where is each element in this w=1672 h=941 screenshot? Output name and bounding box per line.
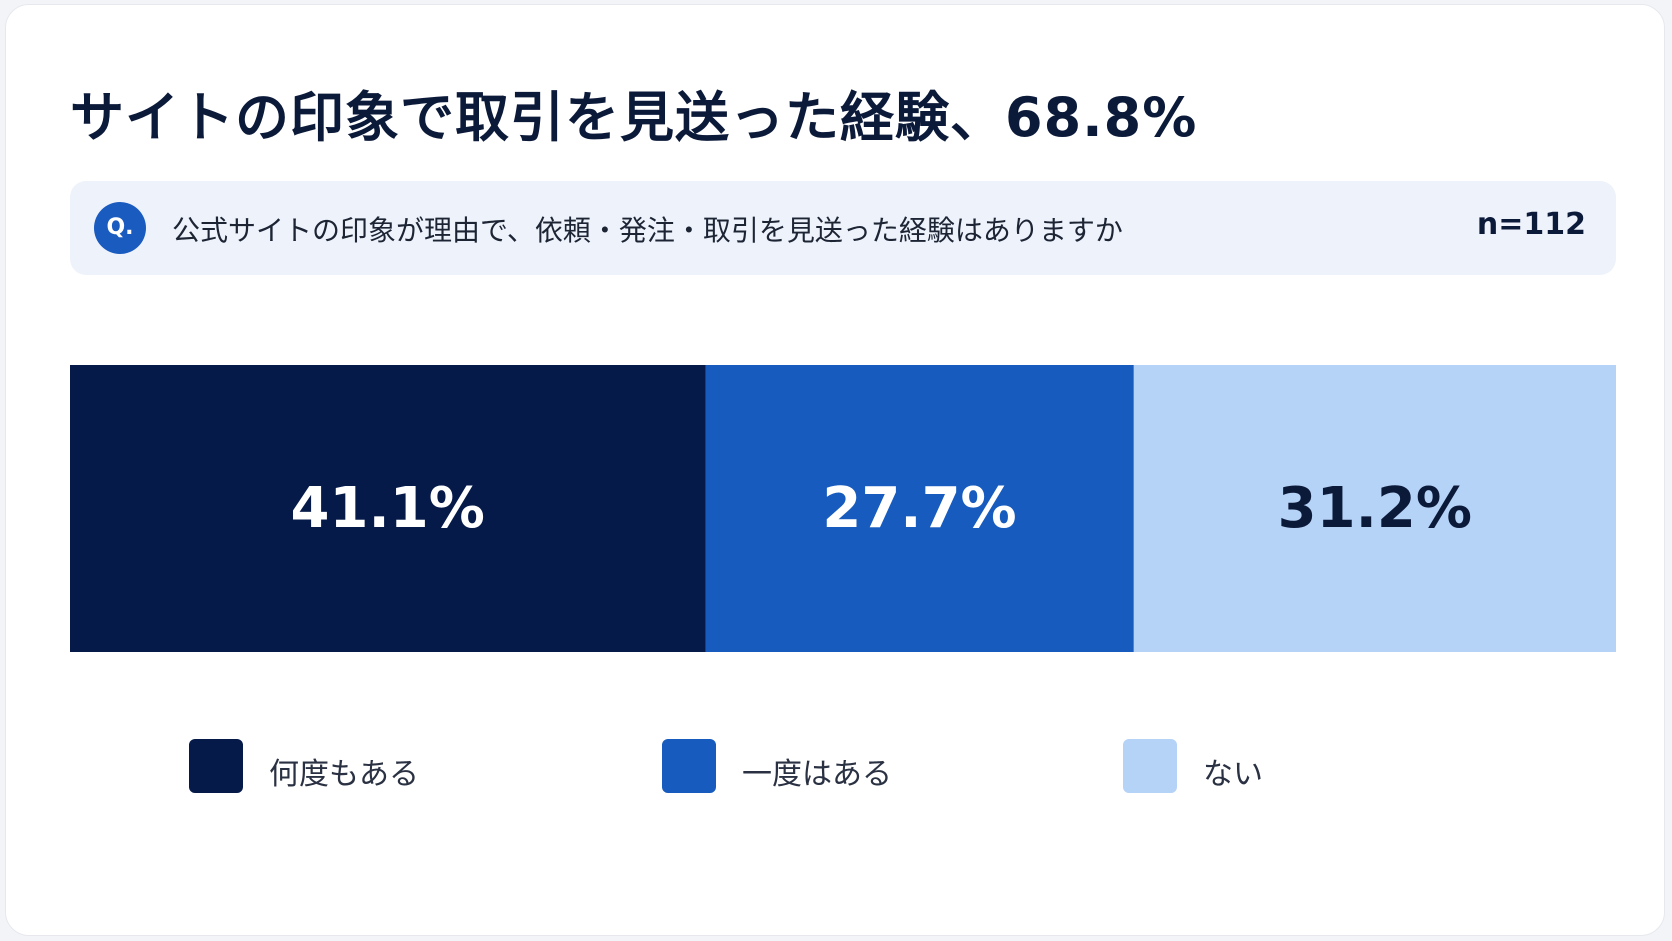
sample-size: n=112 <box>1476 207 1586 242</box>
chart-title: サイトの印象で取引を見送った経験、68.8% <box>70 86 1198 149</box>
question-box: Q. 公式サイトの印象が理由で、依頼・発注・取引を見送った経験はありますか n=… <box>70 181 1616 275</box>
question-badge: Q. <box>94 202 146 254</box>
stacked-bar-svg: 41.1% 27.7% 31.2% <box>70 365 1616 652</box>
stacked-bar-chart: 41.1% 27.7% 31.2% <box>70 365 1616 652</box>
bar-label-once: 27.7% <box>822 476 1016 541</box>
legend-label-once: 一度はある <box>742 757 892 792</box>
legend-swatch-never <box>1123 739 1177 793</box>
bar-label-never: 31.2% <box>1278 476 1472 541</box>
question-text: 公式サイトの印象が理由で、依頼・発注・取引を見送った経験はありますか <box>172 214 1123 247</box>
bar-segment-once <box>705 365 1135 652</box>
chart-card: サイトの印象で取引を見送った経験、68.8% Q. 公式サイトの印象が理由で、依… <box>5 4 1665 936</box>
legend-swatch-many-times <box>189 739 243 793</box>
bar-segment-never <box>1133 365 1616 652</box>
bar-label-many-times: 41.1% <box>291 476 485 541</box>
bar-segment-many-times <box>70 365 706 652</box>
legend-swatch-once <box>662 739 716 793</box>
legend-label-many-times: 何度もある <box>269 757 419 792</box>
legend-label-never: ない <box>1203 757 1263 792</box>
